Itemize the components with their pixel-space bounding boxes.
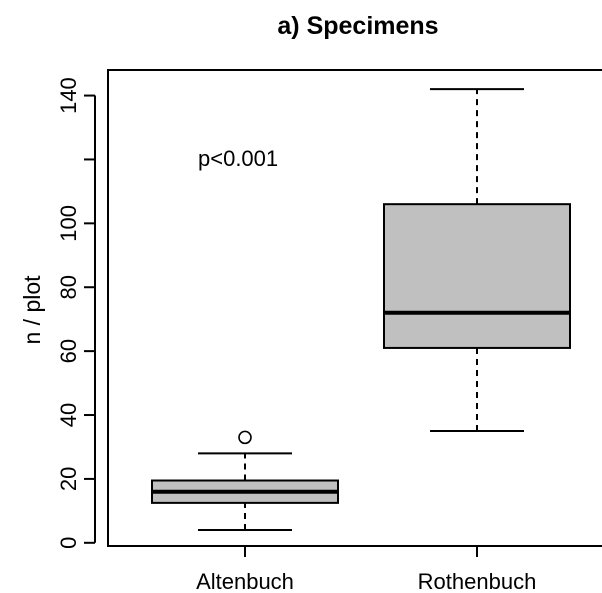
iqr-box — [383, 203, 571, 349]
y-tick-label-40: 40 — [56, 403, 81, 427]
x-tick-label-rothenbuch: Rothenbuch — [418, 569, 537, 593]
chart-title: a) Specimens — [277, 12, 438, 40]
y-tick-label-140: 140 — [56, 77, 81, 114]
y-tick-label-60: 60 — [56, 339, 81, 363]
x-tick-label-altenbuch: Altenbuch — [196, 569, 294, 593]
p-value-annotation: p<0.001 — [198, 146, 278, 171]
y-axis: 0 20 40 60 80 100 140 — [56, 77, 96, 549]
x-tick-labels: Altenbuch Rothenbuch — [196, 546, 536, 593]
y-axis-label: n / plot — [19, 275, 45, 345]
y-tick-label-100: 100 — [56, 205, 81, 242]
box-rothenbuch — [383, 88, 571, 432]
boxes-layer — [151, 88, 571, 532]
y-tick-label-20: 20 — [56, 467, 81, 491]
y-tick-label-0: 0 — [56, 537, 81, 549]
outlier-point-0 — [238, 430, 252, 445]
box-altenbuch — [151, 430, 339, 532]
plot-frame — [107, 69, 602, 547]
y-tick-label-80: 80 — [56, 275, 81, 299]
